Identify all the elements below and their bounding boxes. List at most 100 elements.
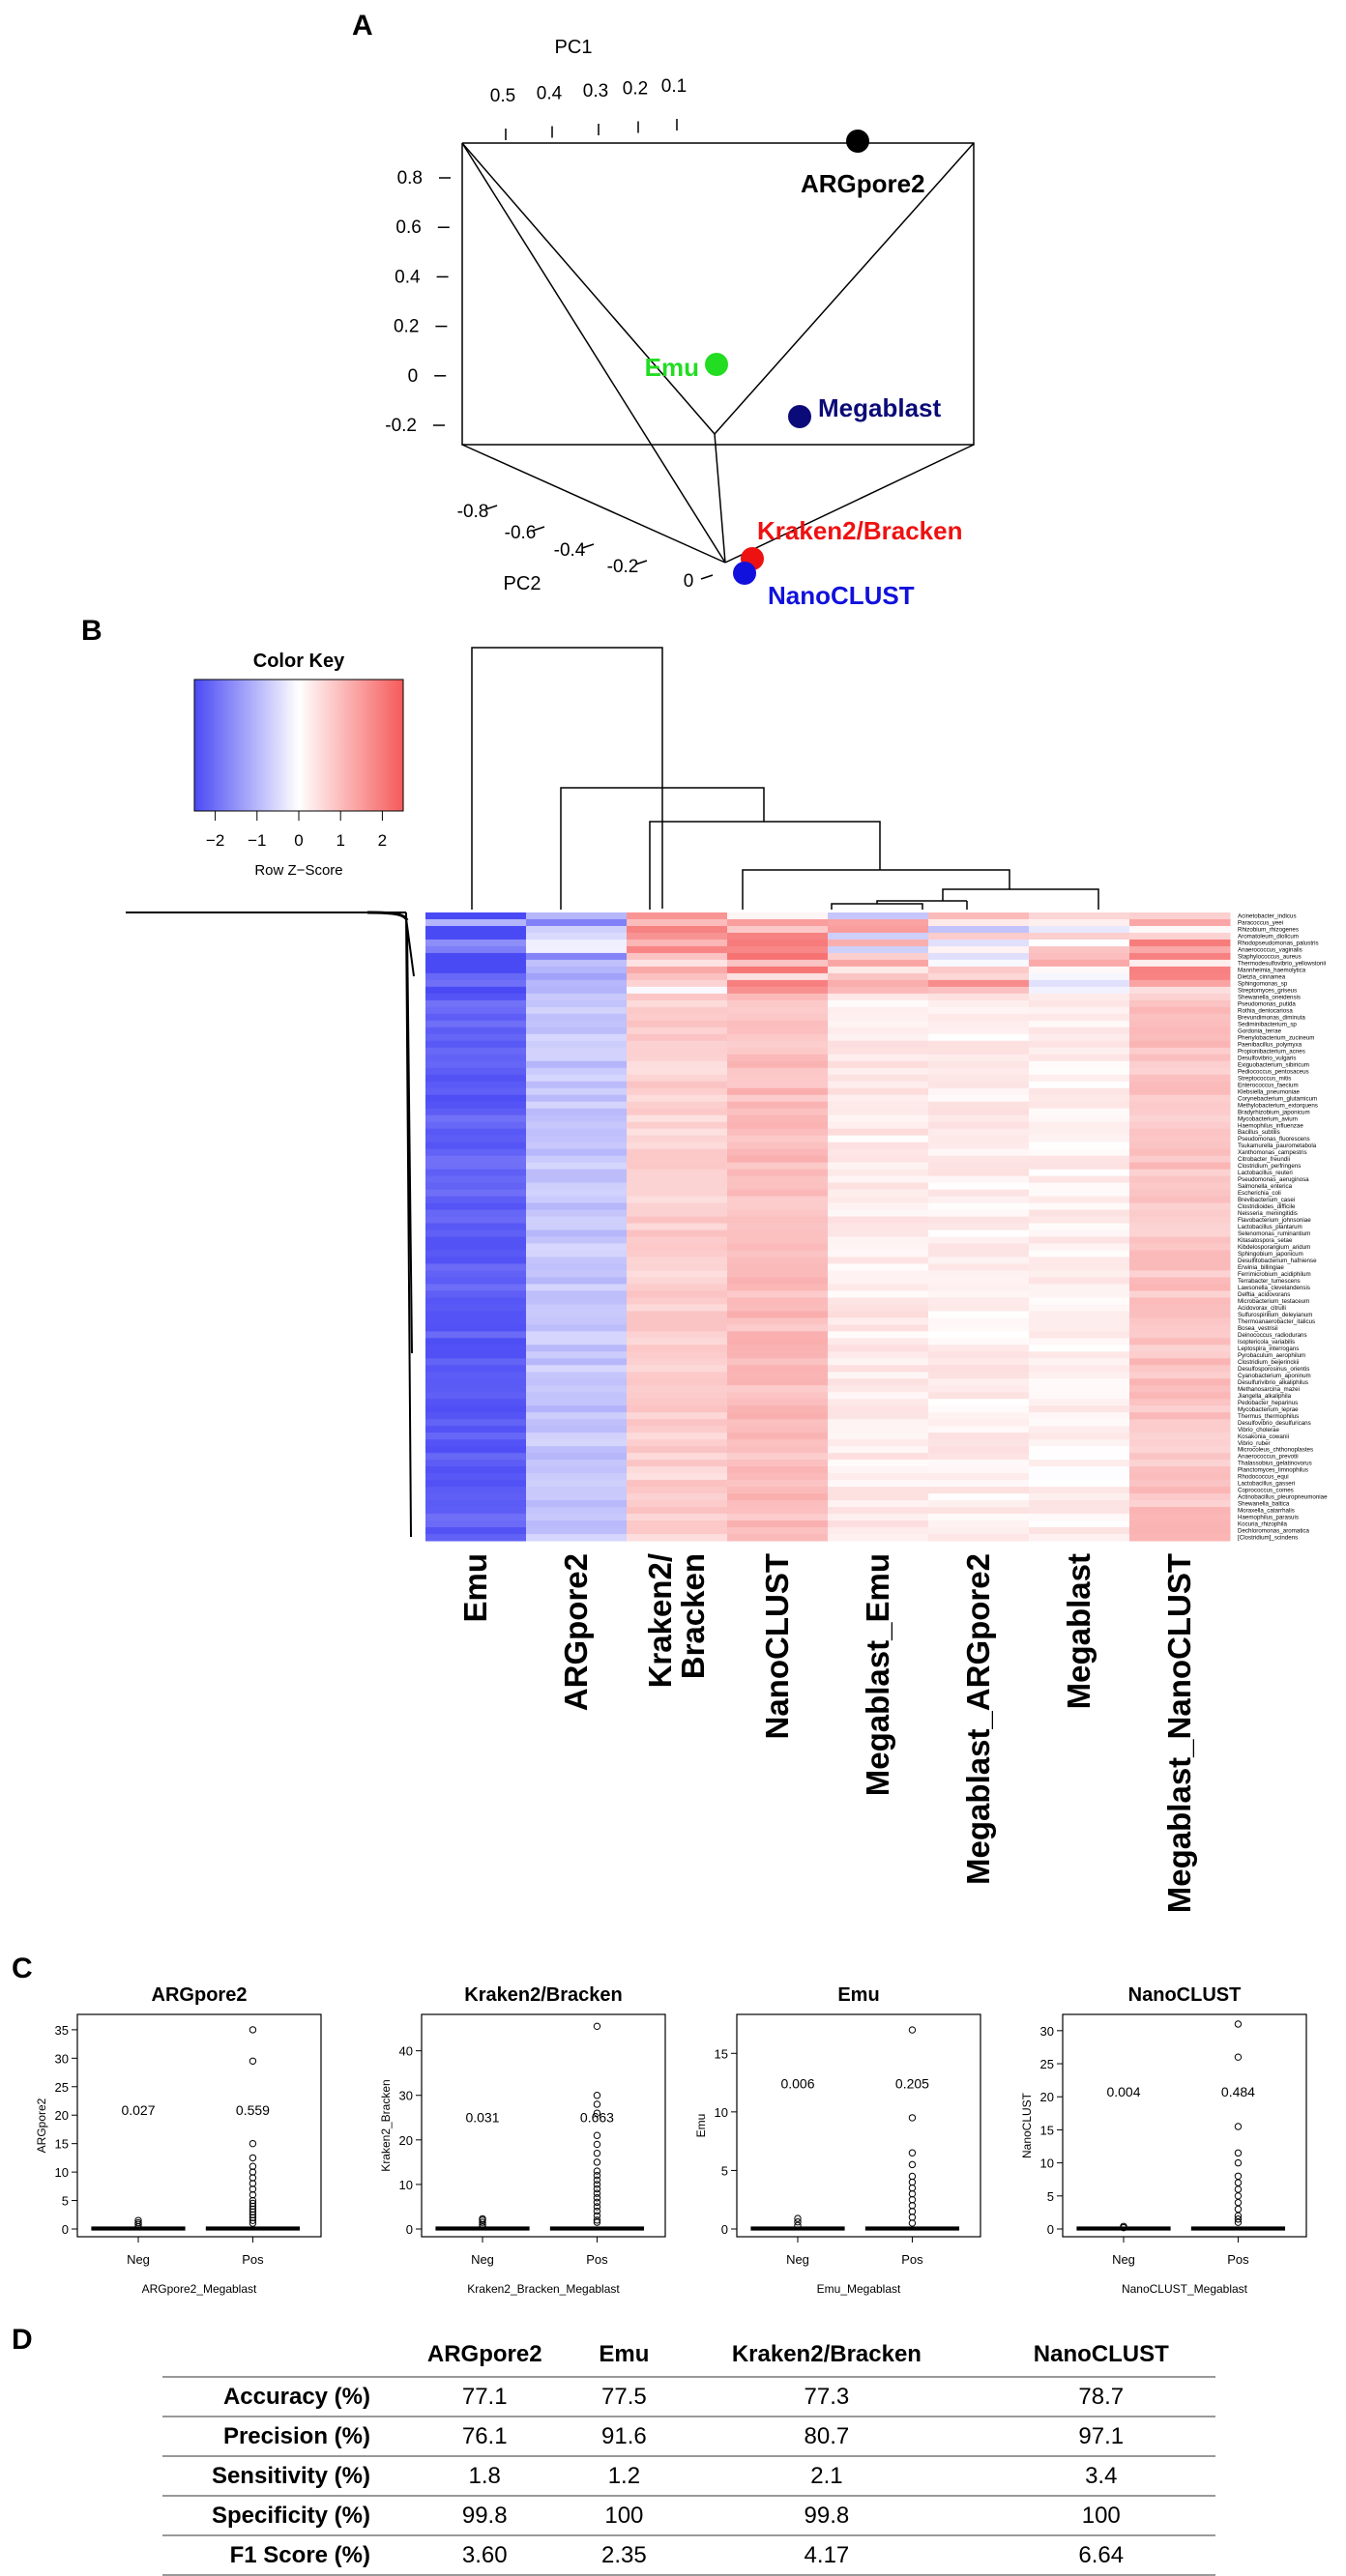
heatmap-row-label: Sphingomonas_sp <box>1238 981 1288 988</box>
heatmap-cell <box>1129 1175 1231 1184</box>
heatmap-cell <box>1129 1162 1231 1171</box>
heatmap-cell <box>727 1290 829 1298</box>
heatmap-cell <box>828 1202 929 1211</box>
heatmap-cell <box>828 1216 929 1225</box>
heatmap-cell <box>828 1311 929 1318</box>
heatmap-cell <box>526 1148 628 1157</box>
heatmap-cell <box>928 1520 1030 1528</box>
heatmap-cell <box>425 966 527 974</box>
heatmap-cell <box>526 1520 628 1528</box>
heatmap-cell <box>727 1399 829 1406</box>
heatmap-cell <box>727 1338 829 1346</box>
pc3-tick-label: 0.6 <box>395 217 421 238</box>
heatmap-cell <box>828 1365 929 1373</box>
heatmap-cell <box>627 1412 728 1420</box>
heatmap-cell <box>727 1277 829 1285</box>
heatmap-cell <box>425 945 527 954</box>
heatmap-cell <box>828 1507 929 1515</box>
outlier-point <box>593 2218 601 2226</box>
heatmap-cell <box>526 1243 628 1251</box>
pc2-tick-label: -0.4 <box>554 540 586 561</box>
boxplot-frame <box>76 2013 322 2238</box>
heatmap-cell <box>1029 1385 1130 1393</box>
outlier-point <box>593 2158 601 2166</box>
heatmap-cell <box>928 912 1030 920</box>
heatmap-cell <box>627 1527 728 1535</box>
heatmap-cell <box>928 1372 1030 1379</box>
heatmap-cell <box>1129 1493 1231 1501</box>
pc2-tick-label: -0.8 <box>457 502 489 522</box>
heatmap-cell <box>727 1311 829 1318</box>
heatmap-cell <box>627 945 728 954</box>
heatmap-cell <box>1129 1385 1231 1393</box>
heatmap-cell <box>1129 1060 1231 1069</box>
heatmap-cell <box>627 1250 728 1258</box>
heatmap-cell <box>1029 1317 1130 1325</box>
heatmap-cell <box>928 1412 1030 1420</box>
heatmap-cell <box>1129 1033 1231 1042</box>
heatmap-cell <box>1029 1439 1130 1447</box>
outlier-point <box>593 2176 601 2185</box>
heatmap-cell <box>727 1114 829 1123</box>
heatmap-cell <box>727 1209 829 1218</box>
table-cell: 97.1 <box>986 2416 1215 2456</box>
heatmap-cell <box>1129 1182 1231 1191</box>
heatmap-cell <box>1029 993 1130 1001</box>
column-header: NanoCLUST <box>1033 2341 1169 2367</box>
heatmap-cell <box>828 1527 929 1535</box>
heatmap-cell <box>1129 1460 1231 1467</box>
heatmap-row-label: Staphylococcus_aureus <box>1238 954 1302 961</box>
heatmap-cell <box>1129 1527 1231 1535</box>
color-key-tick-label: 0 <box>294 831 303 850</box>
heatmap-row-label: Vibrio_ruber <box>1238 1440 1271 1447</box>
heatmap-cell <box>928 1087 1030 1096</box>
heatmap-cell <box>1029 1284 1130 1291</box>
y-tick-label: 5 <box>1047 2189 1054 2204</box>
heatmap-cell <box>1129 966 1231 974</box>
mean-label: 0.663 <box>580 2109 614 2125</box>
heatmap-cell <box>727 1263 829 1271</box>
heatmap-cell <box>1029 1392 1130 1400</box>
boxplot-frame <box>1062 2013 1307 2238</box>
outlier-point <box>249 2199 257 2208</box>
heatmap-cell <box>928 1493 1030 1501</box>
heatmap-cell <box>425 1378 527 1386</box>
heatmap-row-label: Phenylobacterium_zucineum <box>1238 1034 1314 1041</box>
heatmap-cell <box>1129 1128 1231 1137</box>
heatmap-cell <box>828 1385 929 1393</box>
heatmap-cell <box>526 1135 628 1143</box>
heatmap-cell <box>627 1372 728 1379</box>
heatmap-cell <box>526 1405 628 1413</box>
heatmap-cell <box>1129 1067 1231 1076</box>
heatmap-cell <box>928 986 1030 995</box>
heatmap-row-label: Pedobacter_heparinus <box>1238 1400 1298 1406</box>
heatmap-cell <box>1029 1520 1130 1528</box>
heatmap-cell <box>627 1358 728 1366</box>
heatmap-cell <box>727 1433 829 1440</box>
heatmap-cell <box>928 939 1030 947</box>
heatmap-cell <box>425 1202 527 1211</box>
heatmap-cell <box>526 939 628 947</box>
heatmap-cell <box>828 925 929 934</box>
pc2-tick <box>634 560 648 565</box>
heatmap-cell <box>526 1006 628 1015</box>
heatmap-cell <box>627 1392 728 1400</box>
y-tick-label: 15 <box>715 2046 728 2061</box>
heatmap-cell <box>727 1473 829 1481</box>
heatmap-cell <box>425 1520 527 1528</box>
heatmap-cell <box>928 1317 1030 1325</box>
heatmap-cell <box>1129 1507 1231 1515</box>
heatmap-cell <box>526 986 628 995</box>
heatmap-cell <box>828 1196 929 1204</box>
heatmap-cell <box>425 1534 527 1542</box>
heatmap-cell <box>425 1480 527 1488</box>
heatmap-row-label: Thalassobius_gelatinovorus <box>1238 1461 1312 1467</box>
heatmap-column-labels: Emu ARGpore2 Kraken2/Bracken NanoCLUST Megab… <box>457 1553 1197 1913</box>
heatmap-cell <box>1029 966 1130 974</box>
heatmap-cell <box>928 1196 1030 1204</box>
heatmap-cell <box>425 1304 527 1312</box>
mean-label: 0.031 <box>465 2109 499 2125</box>
pc3-tick-label: -0.2 <box>385 416 417 436</box>
heatmap-cell <box>828 1047 929 1056</box>
